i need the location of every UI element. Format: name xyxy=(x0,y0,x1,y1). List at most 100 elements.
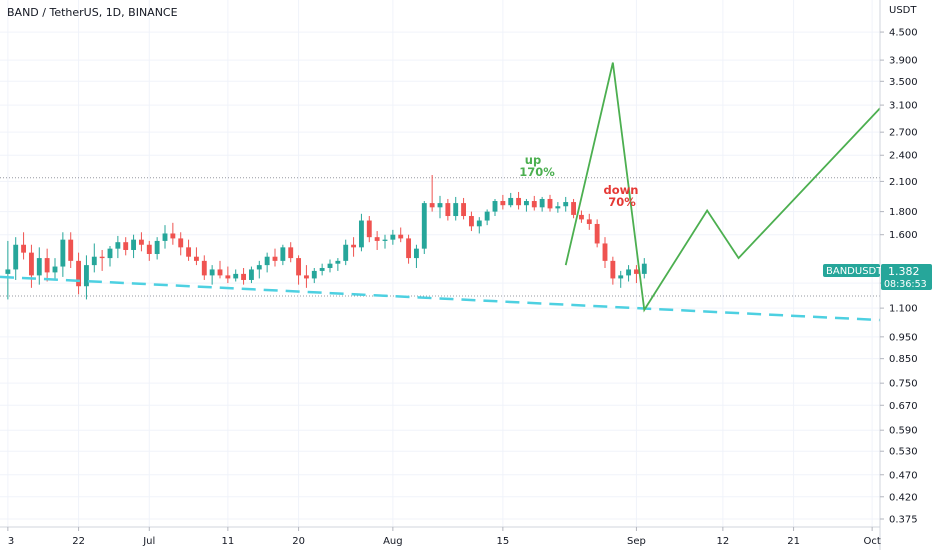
candle xyxy=(233,269,239,282)
candle xyxy=(107,246,113,267)
candle xyxy=(382,234,388,249)
candle-body xyxy=(413,248,419,259)
candle-body xyxy=(241,273,247,280)
candle xyxy=(563,196,569,212)
candlestick-series xyxy=(5,174,647,300)
candle xyxy=(13,237,19,280)
candle xyxy=(500,194,506,210)
price-tick-label: 3.100 xyxy=(889,101,918,112)
candle-body xyxy=(468,216,474,227)
candle xyxy=(610,256,616,285)
candle xyxy=(508,192,514,208)
candle xyxy=(586,213,592,230)
candle-body xyxy=(539,198,545,208)
candle xyxy=(468,211,474,232)
candle-body xyxy=(91,256,97,266)
candle xyxy=(288,242,294,263)
candle-body xyxy=(429,203,435,208)
candle xyxy=(484,209,490,226)
candle-body xyxy=(421,203,427,249)
candle xyxy=(60,232,66,277)
price-tick-label: 0.590 xyxy=(889,426,918,437)
time-tick-label: Sep xyxy=(627,536,646,547)
candle xyxy=(476,217,482,234)
candle xyxy=(241,267,247,285)
candle xyxy=(123,237,129,256)
candle xyxy=(445,198,451,221)
candle-body xyxy=(272,256,278,261)
candle xyxy=(327,259,333,273)
candle-body xyxy=(610,260,616,279)
candle-body xyxy=(594,223,600,244)
candle xyxy=(217,260,223,279)
candle xyxy=(91,243,97,273)
candle xyxy=(193,247,199,266)
candle-body xyxy=(209,269,215,276)
candle xyxy=(406,234,412,264)
candle-body xyxy=(162,233,168,241)
candle xyxy=(531,195,537,211)
down-annotation-label: down xyxy=(604,183,639,197)
candle-body xyxy=(366,220,372,238)
price-tick-label: 2.100 xyxy=(889,177,918,188)
candle-body xyxy=(335,260,341,264)
price-tick-label: 1.100 xyxy=(889,304,918,315)
candle-body xyxy=(319,267,325,271)
time-tick-label: 22 xyxy=(72,536,85,547)
candle xyxy=(523,198,529,212)
price-badge-value: 1.382 xyxy=(888,265,920,278)
candle xyxy=(154,237,160,260)
candle xyxy=(146,240,152,261)
time-tick-label: Oct xyxy=(863,536,880,547)
candle xyxy=(76,252,82,295)
candle xyxy=(633,265,639,284)
candle xyxy=(296,255,302,285)
candle-body xyxy=(571,202,577,215)
candle xyxy=(21,232,27,260)
candle-body xyxy=(516,197,522,206)
candle-body xyxy=(44,258,50,273)
candle xyxy=(594,219,600,248)
price-badge-countdown: 08:36:53 xyxy=(884,279,927,290)
candle-body xyxy=(225,275,231,279)
price-axis[interactable]: 4.500 3.900 3.500 3.100 2.700 2.400 2.100 1.800… xyxy=(880,28,918,526)
candle-body xyxy=(500,201,506,206)
candle xyxy=(138,232,144,252)
candle xyxy=(641,258,647,279)
candle xyxy=(421,201,427,254)
candle-body xyxy=(83,265,89,287)
candle-body xyxy=(201,260,207,276)
candle xyxy=(351,237,357,257)
candle xyxy=(343,239,349,266)
time-axis[interactable]: 3 22 Jul 11 20 Aug 15 Sep 12 21 Oct xyxy=(7,527,881,547)
trendline[interactable] xyxy=(0,275,881,322)
candle-body xyxy=(374,237,380,241)
candle-body xyxy=(578,214,584,220)
candle-body xyxy=(296,258,302,276)
candle xyxy=(248,266,254,284)
candle-body xyxy=(461,203,467,217)
projection-path[interactable] xyxy=(564,62,881,313)
candle-body xyxy=(233,273,239,279)
candle-body xyxy=(547,198,553,209)
candle xyxy=(555,202,561,213)
candle-body xyxy=(36,258,42,276)
price-tick-label: 0.750 xyxy=(889,379,918,390)
candle-body xyxy=(115,242,121,249)
time-tick-label: 15 xyxy=(496,536,509,547)
time-tick-label: 12 xyxy=(716,536,729,547)
candle xyxy=(170,222,176,245)
price-tick-label: 0.420 xyxy=(889,492,918,503)
candle-body xyxy=(586,219,592,224)
price-tick-label: 3.500 xyxy=(889,77,918,88)
candle-body xyxy=(146,244,152,254)
candle xyxy=(131,234,137,259)
candle xyxy=(618,270,624,288)
candle xyxy=(429,174,435,212)
price-tick-label: 0.950 xyxy=(889,332,918,343)
chart-title: BAND / TetherUS, 1D, BINANCE xyxy=(7,6,178,19)
candle-body xyxy=(484,211,490,221)
price-tick-label: 1.800 xyxy=(889,207,918,218)
